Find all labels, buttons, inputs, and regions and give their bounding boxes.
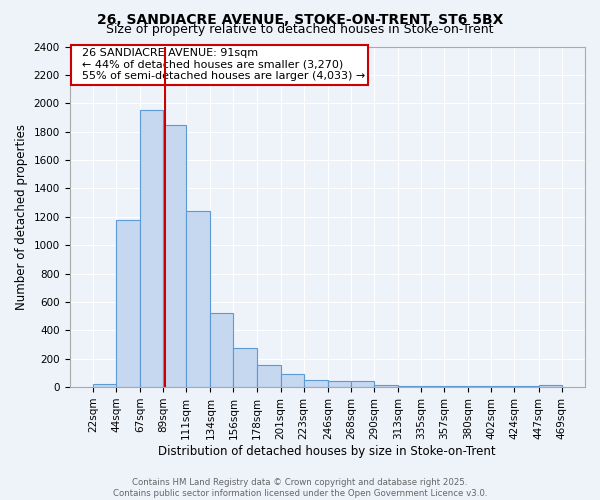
Text: 26 SANDIACRE AVENUE: 91sqm
  ← 44% of detached houses are smaller (3,270)
  55% : 26 SANDIACRE AVENUE: 91sqm ← 44% of deta… [74, 48, 365, 82]
Bar [398, 386, 421, 387]
Text: Size of property relative to detached houses in Stoke-on-Trent: Size of property relative to detached ho… [106, 24, 494, 36]
Bar [163, 124, 186, 387]
Bar [211, 314, 233, 387]
Bar [351, 382, 374, 387]
Text: 26, SANDIACRE AVENUE, STOKE-ON-TRENT, ST6 5BX: 26, SANDIACRE AVENUE, STOKE-ON-TRENT, ST… [97, 12, 503, 26]
Bar [281, 374, 304, 387]
Bar [328, 382, 351, 387]
Bar [116, 220, 140, 387]
Bar [374, 385, 398, 387]
Bar [444, 386, 468, 387]
Text: Contains HM Land Registry data © Crown copyright and database right 2025.
Contai: Contains HM Land Registry data © Crown c… [113, 478, 487, 498]
Bar [233, 348, 257, 387]
Bar [257, 365, 281, 387]
Bar [304, 380, 328, 387]
Bar [491, 386, 514, 387]
X-axis label: Distribution of detached houses by size in Stoke-on-Trent: Distribution of detached houses by size … [158, 444, 496, 458]
Bar [468, 386, 491, 387]
Bar [186, 211, 211, 387]
Bar [140, 110, 163, 387]
Bar [514, 386, 539, 387]
Bar [539, 385, 562, 387]
Bar [421, 386, 444, 387]
Bar [93, 384, 116, 387]
Y-axis label: Number of detached properties: Number of detached properties [15, 124, 28, 310]
